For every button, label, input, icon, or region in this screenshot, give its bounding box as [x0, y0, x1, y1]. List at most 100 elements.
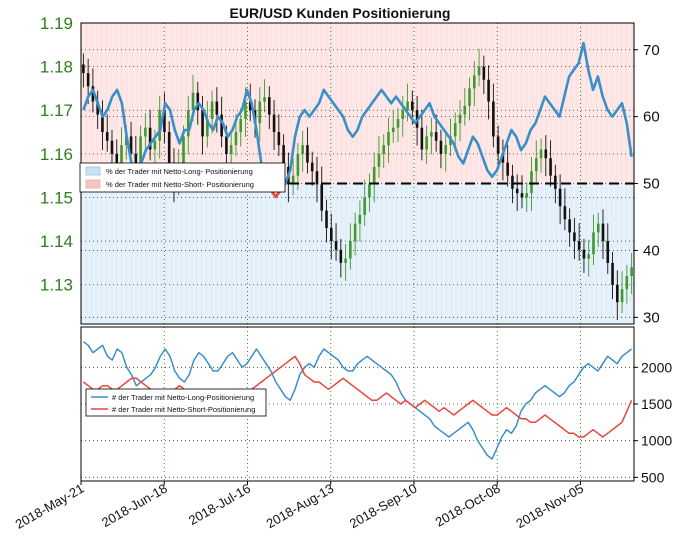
price-tick-label: 1.15: [40, 188, 73, 207]
candle-body: [220, 114, 223, 137]
pct-tick-label: 70: [643, 42, 660, 59]
legend-long-count-label: # der Trader mit Netto-Long-Positionieru…: [112, 393, 254, 402]
candle-body: [239, 118, 243, 133]
candle-body: [148, 127, 152, 150]
candle-body: [439, 140, 443, 154]
count-tick-label: 2000: [641, 359, 672, 375]
long-pct-line: [284, 41, 633, 184]
candle-body: [382, 145, 386, 154]
count-tick-label: 1500: [641, 396, 672, 412]
candle-body: [377, 153, 381, 167]
candle-body: [110, 140, 114, 154]
candle-body: [611, 262, 614, 285]
candle-body: [534, 158, 538, 172]
candle-body: [368, 184, 371, 198]
candle-body: [496, 136, 500, 154]
candle-body: [620, 289, 624, 303]
candle-body: [458, 114, 462, 124]
candle-body: [372, 166, 376, 185]
candle-body: [310, 162, 314, 172]
candle-body: [396, 118, 400, 128]
long-majority-zone: [81, 183, 634, 324]
candle-body: [129, 136, 133, 154]
bottom-legend: # der Trader mit Netto-Long-Positionieru…: [85, 388, 267, 417]
candle-body: [554, 175, 557, 189]
candle-body: [296, 153, 300, 176]
candle-body: [244, 101, 247, 119]
candle-body: [391, 127, 395, 133]
price-axis: 1.13 1.14 1.15 1.16 1.17 1.18 1.19: [40, 14, 73, 295]
candle-body: [477, 66, 481, 76]
pct-tick-label: 30: [643, 309, 660, 326]
long-pct-line: [82, 88, 272, 191]
candle-body: [625, 276, 629, 290]
candle-body: [520, 193, 524, 198]
candle-body: [272, 114, 276, 133]
price-tick-label: 1.13: [40, 276, 73, 295]
candle-body: [487, 79, 490, 102]
candle-body: [525, 193, 529, 198]
candle-body: [406, 101, 409, 111]
candle-body: [196, 92, 200, 111]
candle-body: [191, 92, 195, 111]
candle-body: [96, 101, 99, 115]
candle-body: [306, 145, 309, 163]
pct-tick-label: 60: [643, 109, 660, 126]
candle-body: [301, 145, 304, 154]
candle-body: [515, 188, 519, 194]
price-sentiment-panel: 1.131.141.151.161.171.181.19 3040506070 …: [40, 14, 660, 326]
price-tick-label: 1.19: [40, 14, 73, 33]
candle-body: [573, 232, 576, 242]
candle-body: [492, 101, 495, 137]
candle-body: [82, 64, 85, 74]
legend-short-label: % der Trader mit Netto-Short- Positionie…: [106, 180, 254, 189]
candle-body: [258, 101, 262, 124]
candle-body: [468, 88, 471, 106]
candle-body: [601, 223, 605, 242]
candle-body: [320, 184, 324, 211]
candle-body: [291, 175, 295, 185]
candle-body: [91, 86, 95, 102]
candle-body: [215, 101, 219, 115]
candle-body: [430, 132, 433, 137]
candle-body: [329, 228, 333, 242]
candle-body: [549, 158, 552, 176]
legend-short-count-label: # der Trader mit Netto-Short-Positionier…: [112, 405, 255, 414]
legend-long-swatch: [85, 166, 101, 176]
candle-body: [163, 110, 166, 133]
pct-tick-label: 40: [643, 242, 660, 259]
candle-body: [120, 145, 123, 163]
percent-axis: 30 40 50 60 70: [634, 42, 660, 326]
candle-body: [167, 132, 171, 163]
count-axis: 500 1000 1500 2000: [634, 359, 672, 485]
candle-body: [444, 145, 447, 154]
candle-body: [401, 110, 405, 119]
count-tick-label: 500: [641, 469, 665, 485]
legend-long-label: % der Trader mit Netto-Long- Positionier…: [106, 167, 253, 176]
candle-body: [277, 132, 281, 146]
candle-body: [325, 210, 328, 229]
candle-body: [263, 97, 266, 102]
candle-body: [587, 254, 591, 259]
chart-title: EUR/USD Kunden Positionierung: [230, 5, 451, 21]
candle-body: [387, 132, 390, 146]
candle-body: [182, 136, 185, 167]
candle-body: [339, 249, 343, 263]
candle-body: [115, 153, 119, 163]
candle-body: [472, 75, 476, 89]
candle-body: [268, 97, 271, 115]
price-tick-label: 1.18: [40, 58, 73, 77]
candle-body: [344, 258, 347, 263]
top-grid: [80, 22, 634, 324]
candle-body: [363, 197, 366, 215]
candle-body: [210, 101, 214, 119]
candle-body: [225, 136, 228, 154]
candle-body: [501, 153, 505, 163]
candle-body: [201, 110, 204, 137]
candle-body: [582, 249, 586, 259]
count-tick-label: 1000: [641, 433, 672, 449]
candle-body: [282, 145, 285, 167]
candle-body: [434, 132, 438, 141]
candle-body: [334, 241, 338, 250]
